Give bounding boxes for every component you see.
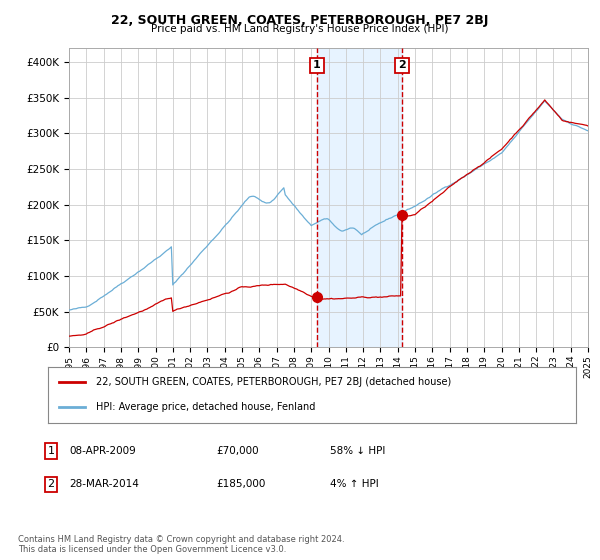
Text: 28-MAR-2014: 28-MAR-2014 <box>69 479 139 489</box>
Text: 4% ↑ HPI: 4% ↑ HPI <box>330 479 379 489</box>
Text: £185,000: £185,000 <box>216 479 265 489</box>
Bar <box>317 48 402 347</box>
Text: HPI: Average price, detached house, Fenland: HPI: Average price, detached house, Fenl… <box>95 402 315 412</box>
Text: 1: 1 <box>47 446 55 456</box>
Text: Contains HM Land Registry data © Crown copyright and database right 2024.
This d: Contains HM Land Registry data © Crown c… <box>18 535 344 554</box>
Text: 58% ↓ HPI: 58% ↓ HPI <box>330 446 385 456</box>
Text: 2: 2 <box>47 479 55 489</box>
Text: £70,000: £70,000 <box>216 446 259 456</box>
Text: 22, SOUTH GREEN, COATES, PETERBOROUGH, PE7 2BJ: 22, SOUTH GREEN, COATES, PETERBOROUGH, P… <box>112 14 488 27</box>
Text: 22, SOUTH GREEN, COATES, PETERBOROUGH, PE7 2BJ (detached house): 22, SOUTH GREEN, COATES, PETERBOROUGH, P… <box>95 377 451 388</box>
Text: 08-APR-2009: 08-APR-2009 <box>69 446 136 456</box>
Text: Price paid vs. HM Land Registry's House Price Index (HPI): Price paid vs. HM Land Registry's House … <box>151 24 449 34</box>
Text: 1: 1 <box>313 60 321 71</box>
Text: 2: 2 <box>398 60 406 71</box>
